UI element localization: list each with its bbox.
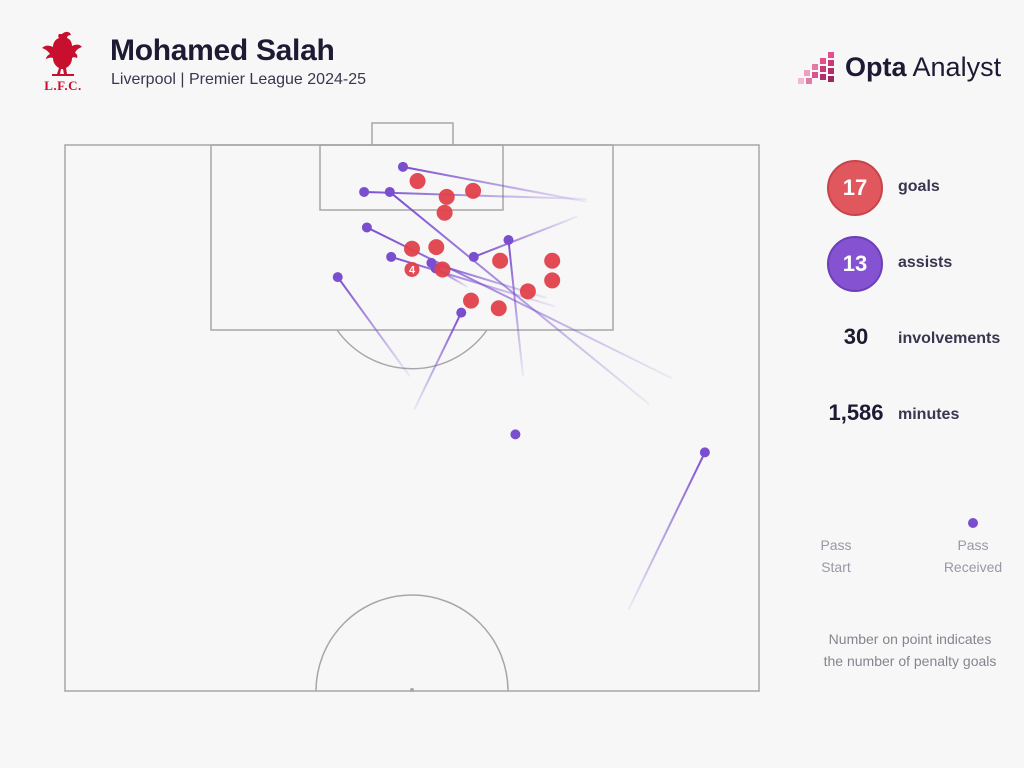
assists-badge: 13 bbox=[827, 236, 883, 292]
assist-pass-line bbox=[413, 312, 463, 411]
chart-title: Mohamed Salah bbox=[110, 34, 335, 67]
goal-point bbox=[436, 204, 453, 221]
assist-received-point bbox=[510, 429, 521, 440]
assist-received-point bbox=[699, 447, 710, 458]
assist-pass-line bbox=[627, 451, 706, 611]
pitch-outline bbox=[64, 144, 760, 692]
goal-point bbox=[465, 182, 482, 199]
assist-received-point bbox=[361, 222, 372, 233]
goal-point bbox=[544, 272, 561, 289]
goal-point bbox=[434, 261, 451, 278]
goals-layer: 4 bbox=[404, 173, 561, 317]
assists-layer bbox=[332, 161, 710, 611]
centre-circle bbox=[315, 594, 509, 692]
assists-label: assists bbox=[898, 254, 953, 271]
goal-point bbox=[409, 173, 426, 190]
assist-pass-line bbox=[336, 276, 411, 378]
assist-received-point bbox=[386, 251, 397, 262]
assist-pass-line bbox=[389, 191, 650, 406]
goal-point bbox=[519, 283, 536, 300]
goal-point bbox=[490, 300, 507, 317]
minutes-label: minutes bbox=[898, 406, 960, 423]
stat-involvements: 30 involvements bbox=[820, 312, 1020, 372]
header: L.F.C. Mohamed Salah Liverpool | Premier… bbox=[0, 0, 1024, 110]
legend-pass-dot bbox=[968, 518, 978, 528]
assist-pass-line bbox=[507, 239, 525, 377]
goal-point bbox=[544, 252, 561, 269]
minutes-value: 1,586 bbox=[828, 400, 884, 425]
involvements-label: involvements bbox=[898, 330, 1001, 347]
assist-received-point bbox=[468, 251, 479, 262]
pass-legend: Pass Start Pass Received bbox=[800, 500, 1020, 590]
involvements-value: 30 bbox=[843, 324, 869, 349]
crest-text: L.F.C. bbox=[44, 78, 82, 93]
penalty-count-label: 4 bbox=[409, 264, 416, 276]
pitch-markings bbox=[64, 122, 760, 692]
goal bbox=[371, 122, 454, 146]
stat-assists: 13 assists bbox=[820, 236, 1020, 296]
opta-analyst-logo: Opta Analyst bbox=[798, 46, 1008, 90]
assist-received-point bbox=[456, 307, 467, 318]
centre-spot bbox=[410, 688, 414, 692]
assist-pass-line bbox=[473, 215, 578, 258]
legend-start-label: Pass Start bbox=[820, 537, 852, 575]
goal-point bbox=[404, 240, 420, 257]
goals-label: goals bbox=[898, 178, 940, 195]
legend-line bbox=[836, 518, 978, 528]
assist-received-point bbox=[384, 186, 395, 197]
goal-point bbox=[492, 252, 509, 269]
brand-wordmark: Opta Analyst bbox=[845, 52, 1001, 83]
penalty-area bbox=[210, 144, 614, 331]
assist-received-point bbox=[503, 235, 514, 246]
goal-point bbox=[404, 261, 420, 277]
stat-goals: 17 goals bbox=[820, 160, 1020, 220]
brand-light: Analyst bbox=[906, 52, 1002, 82]
assist-received-point bbox=[397, 161, 408, 172]
club-crest: L.F.C. bbox=[38, 30, 88, 94]
stat-minutes: 1,586 minutes bbox=[820, 388, 1020, 448]
penalty-note: Number on point indicates the number of … bbox=[823, 631, 997, 669]
brand-bold: Opta bbox=[845, 52, 907, 82]
opta-mark-icon bbox=[798, 52, 834, 84]
chart-subtitle: Liverpool | Premier League 2024-25 bbox=[111, 71, 366, 88]
goals-badge: 17 bbox=[827, 160, 883, 216]
assist-received-point bbox=[359, 186, 370, 197]
goal-point bbox=[438, 188, 455, 205]
liver-bird-icon bbox=[42, 31, 82, 76]
penalty-arc bbox=[336, 329, 488, 370]
goal-point bbox=[462, 292, 479, 309]
legend-end-label: Pass Received bbox=[943, 537, 1003, 575]
assist-received-point bbox=[332, 272, 343, 283]
assist-pass-line bbox=[402, 165, 588, 203]
goal-point bbox=[428, 239, 445, 256]
